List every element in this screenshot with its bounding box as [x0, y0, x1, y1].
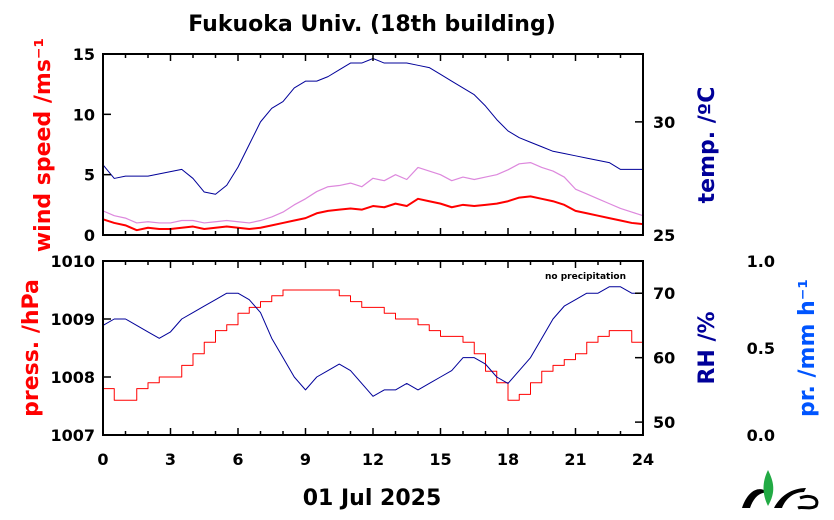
x-tick-label: 9: [300, 450, 311, 469]
precipitation-axis-label: pr. /mm h⁻¹: [795, 279, 820, 417]
y-right-tick-label: 60: [653, 349, 675, 368]
y-left-tick-label: 10: [73, 105, 95, 124]
wind-speed-axis-label: wind speed /ms⁻¹: [31, 38, 56, 252]
leaf-logo: [742, 470, 819, 510]
y-left-tick-label: 1009: [50, 310, 95, 329]
y-left-tick-label: 1010: [50, 252, 95, 271]
top-axis-ticks: 0 5 10 15 25 30: [73, 45, 676, 245]
humidity-axis-label: RH /%: [695, 311, 720, 384]
y-left-tick-label: 5: [84, 166, 95, 185]
press-rh-panel: 0 3 6 9 12 15 18 21 24 1007 1008 1009 1010 50 60 70 0.0 0…: [19, 252, 820, 511]
x-tick-label: 0: [97, 450, 108, 469]
precipitation-note: no precipitation: [545, 272, 626, 282]
precipitation-tick-label: 0.5: [747, 339, 775, 358]
precipitation-tick-label: 0.0: [747, 426, 775, 445]
y-left-tick-label: 0: [84, 226, 95, 245]
x-tick-label: 3: [165, 450, 176, 469]
x-tick-label: 18: [497, 450, 519, 469]
y-right-tick-label: 25: [653, 226, 675, 245]
wind-speed-line: [102, 195, 644, 232]
y-left-tick-label: 1008: [50, 368, 95, 387]
x-tick-label: 24: [632, 450, 654, 469]
y-left-tick-label: 15: [73, 45, 95, 64]
y-right-tick-label: 70: [653, 284, 675, 303]
bottom-axis-ticks: 0 3 6 9 12 15 18 21 24 1007 1008 1009 1010 50 60 70 0.0 0…: [50, 252, 775, 469]
humidity-line: [102, 286, 643, 397]
top-plot-frame: [102, 53, 644, 236]
x-tick-label: 21: [564, 450, 586, 469]
temperature-line: [102, 58, 643, 195]
pressure-series: [103, 289, 644, 401]
x-tick-label: 6: [232, 450, 243, 469]
x-tick-label: 12: [362, 450, 384, 469]
y-right-tick-label: 30: [653, 113, 675, 132]
temperature-axis-label: temp. /ºC: [695, 87, 720, 204]
bottom-plot-frame: [102, 260, 644, 436]
y-left-tick-label: 1007: [50, 426, 95, 445]
pressure-line: [103, 289, 644, 401]
date-label: 01 Jul 2025: [303, 486, 442, 511]
wind-gust-line: [102, 162, 644, 224]
humidity-series: [102, 286, 643, 397]
x-tick-label: 15: [429, 450, 451, 469]
wind-speed-series: [102, 195, 644, 232]
y-right-tick-label: 50: [653, 413, 675, 432]
chart-title: Fukuoka Univ. (18th building): [188, 12, 556, 37]
precipitation-tick-label: 1.0: [747, 252, 775, 271]
wind-temp-panel: 0 5 10 15 25 30 wind speed /ms⁻¹ temp. /ºC: [31, 38, 720, 252]
pressure-axis-label: press. /hPa: [19, 279, 44, 417]
temperature-series: [102, 58, 643, 195]
wind-gust-series: [102, 162, 644, 224]
